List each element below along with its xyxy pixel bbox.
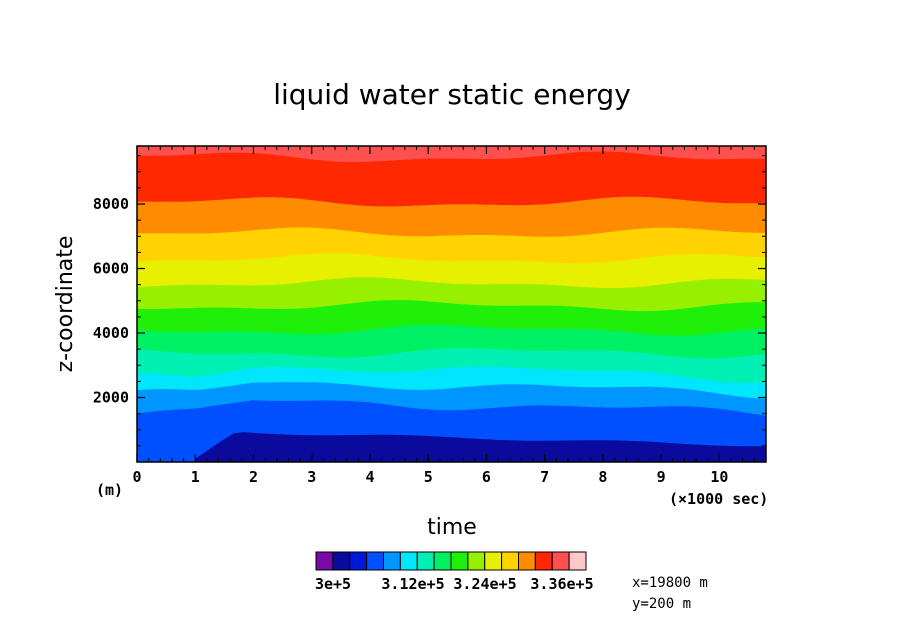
x-tick-label: 6 (482, 468, 491, 486)
x-unit-label: (×1000 sec) (669, 490, 768, 508)
colorbar-swatch (399, 551, 418, 571)
colorbar-label: 3.36e+5 (530, 575, 593, 593)
annotation-x: x=19800 m (632, 575, 708, 591)
contour-fill (137, 146, 766, 462)
colorbar-swatch (568, 551, 587, 571)
x-tick-label: 3 (307, 468, 316, 486)
x-tick-label: 8 (598, 468, 607, 486)
colorbar-label: 3.12e+5 (381, 575, 444, 593)
x-tick-label: 2 (249, 468, 258, 486)
x-axis-label: time (427, 515, 477, 540)
y-tick-label: 8000 (93, 195, 129, 213)
colorbar-swatch (383, 551, 401, 571)
colorbar-swatch (551, 551, 570, 571)
colorbar-labels: 3e+5 3.12e+5 3.24e+5 3.36e+5 (315, 575, 594, 593)
x-tick-label: 10 (710, 468, 728, 486)
colorbar-swatch (534, 551, 553, 571)
colorbar-swatch (518, 551, 536, 571)
contour-minimum (195, 432, 766, 462)
x-tick-label: 9 (657, 468, 666, 486)
x-tick-label: 0 (132, 468, 141, 486)
y-tick-label: 4000 (93, 324, 129, 342)
axis-tick-labels: 0 1 2 3 4 5 6 7 8 9 10 2000 4000 6000 8000 (93, 195, 729, 486)
colorbar-swatch (349, 551, 368, 571)
colorbar-swatch (433, 551, 452, 571)
x-tick-label: 1 (191, 468, 200, 486)
colorbar-swatch (332, 551, 351, 571)
x-tick-label: 5 (424, 468, 433, 486)
colorbar-label: 3.24e+5 (453, 575, 516, 593)
colorbar-swatch (501, 551, 519, 571)
colorbar (315, 551, 587, 571)
x-tick-label: 7 (540, 468, 549, 486)
colorbar-swatch (366, 551, 384, 571)
y-tick-label: 6000 (93, 260, 129, 278)
x-tick-label: 4 (365, 468, 374, 486)
colorbar-swatch (416, 551, 435, 571)
colorbar-swatch (467, 551, 486, 571)
axis-ticks (136, 146, 767, 462)
colorbar-swatch (450, 551, 469, 571)
chart-title: liquid water static energy (273, 78, 631, 111)
colorbar-label: 3e+5 (315, 575, 351, 593)
y-tick-label: 2000 (93, 389, 129, 407)
y-unit-label: (m) (96, 481, 123, 499)
y-axis-label: z-coordinate (53, 236, 78, 373)
annotation-y: y=200 m (632, 596, 691, 612)
colorbar-swatch (315, 551, 334, 571)
colorbar-swatch (484, 551, 503, 571)
